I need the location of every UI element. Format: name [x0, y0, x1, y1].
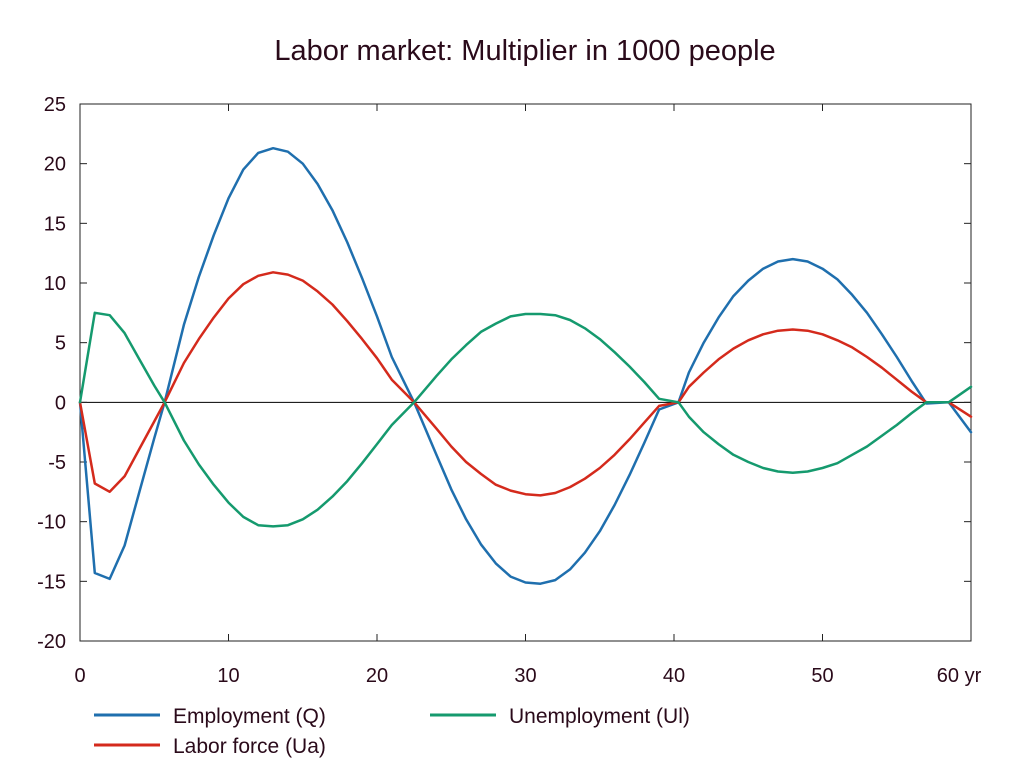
x-tick-label: 60 yr — [937, 665, 982, 687]
x-tick-label: 30 — [514, 665, 536, 687]
y-tick-label: -10 — [37, 512, 66, 534]
x-tick-label: 10 — [217, 665, 239, 687]
y-tick-label: 15 — [44, 213, 66, 235]
x-tick-label: 20 — [366, 665, 388, 687]
legend-label: Labor force (Ua) — [173, 735, 326, 758]
legend-label: Unemployment (Ul) — [509, 705, 690, 728]
plot-border — [79, 103, 972, 642]
y-tick-label: -15 — [37, 571, 66, 593]
x-tick-label: 50 — [811, 665, 833, 687]
x-axis: 0 10 20 30 40 50 60 yr — [74, 104, 982, 687]
y-tick-label: 10 — [44, 273, 66, 295]
chart-title: Labor market: Multiplier in 1000 people — [274, 35, 775, 67]
y-tick-label: 0 — [55, 392, 66, 414]
y-tick-label: 25 — [44, 94, 66, 116]
y-tick-label: 5 — [55, 333, 66, 355]
plot-frame — [79, 103, 972, 642]
x-tick-label: 0 — [74, 665, 85, 687]
legend-label: Employment (Q) — [173, 705, 326, 728]
y-tick-label: -20 — [37, 631, 66, 653]
y-tick-label: 20 — [44, 154, 66, 176]
series-line-1 — [78, 146, 973, 585]
series-line-2 — [78, 271, 973, 497]
series-line-3 — [78, 311, 973, 528]
x-tick-label: 40 — [663, 665, 685, 687]
legend: Employment (Q) Labor force (Ua) Unemployme… — [94, 705, 690, 758]
y-axis: 25 20 15 10 5 0 -5 -10 -15 -20 — [37, 94, 971, 653]
y-tick-label: -5 — [48, 452, 66, 474]
series-lines — [78, 146, 973, 585]
